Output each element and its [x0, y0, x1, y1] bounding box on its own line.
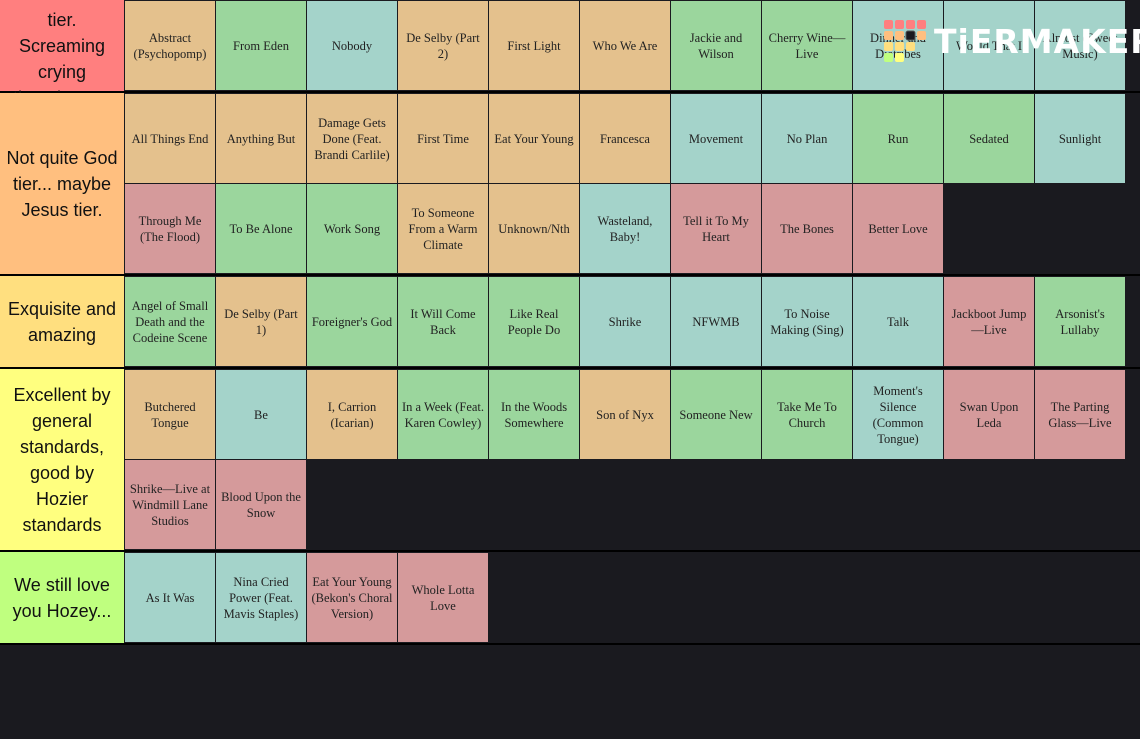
- tier-item[interactable]: Butchered Tongue: [125, 370, 215, 459]
- tier-item[interactable]: Nina Cried Power (Feat. Mavis Staples): [216, 553, 306, 642]
- tier-item[interactable]: The Parting Glass—Live: [1035, 370, 1125, 459]
- tier-item[interactable]: From Eden: [216, 1, 306, 90]
- tier-item[interactable]: Work Song: [307, 184, 397, 273]
- tier-item[interactable]: Son of Nyx: [580, 370, 670, 459]
- tier-item[interactable]: Jackie and Wilson: [671, 1, 761, 90]
- tier-item[interactable]: To Someone From a Warm Climate: [398, 184, 488, 273]
- tier-item[interactable]: Would That I: [944, 1, 1034, 90]
- tier-item[interactable]: Someone New: [671, 370, 761, 459]
- tier-item[interactable]: Sedated: [944, 94, 1034, 183]
- tier-item[interactable]: In the Woods Somewhere: [489, 370, 579, 459]
- tiers: Absolute God tier. Screaming crying thro…: [0, 0, 1140, 645]
- logo: TiERMAKER: [884, 20, 1140, 62]
- tier-item[interactable]: Through Me (The Flood): [125, 184, 215, 273]
- tier-item[interactable]: Shrike: [580, 277, 670, 366]
- tier-item[interactable]: Foreigner's God: [307, 277, 397, 366]
- tier-label: We still love you Hozey...: [0, 552, 124, 643]
- tier-item[interactable]: Movement: [671, 94, 761, 183]
- tier-item[interactable]: Eat Your Young (Bekon's Choral Version): [307, 553, 397, 642]
- tier-items: Angel of Small Death and the Codeine Sce…: [124, 276, 1129, 367]
- tier-item[interactable]: To Noise Making (Sing): [762, 277, 852, 366]
- tier-item[interactable]: No Plan: [762, 94, 852, 183]
- tier-item[interactable]: All Things End: [125, 94, 215, 183]
- tier-row: Absolute God tier. Screaming crying thro…: [0, 0, 1140, 108]
- tier-item[interactable]: In a Week (Feat. Karen Cowley): [398, 370, 488, 459]
- tier-item[interactable]: Cherry Wine—Live: [762, 1, 852, 90]
- tier-item[interactable]: I, Carrion (Icarian): [307, 370, 397, 459]
- tier-row: Excellent by general standards, good by …: [0, 369, 1140, 552]
- tier-item[interactable]: De Selby (Part 2): [398, 1, 488, 90]
- tier-item[interactable]: Unknown/Nth: [489, 184, 579, 273]
- tier-item[interactable]: First Time: [398, 94, 488, 183]
- logo-text: TiERMAKER: [934, 21, 1140, 61]
- tier-item[interactable]: Tell it To My Heart: [671, 184, 761, 273]
- tier-item[interactable]: Whole Lotta Love: [398, 553, 488, 642]
- tier-items: Butchered Tongue Be I, Carrion (Icarian) In…: [124, 369, 1129, 550]
- tier-item[interactable]: Swan Upon Leda: [944, 370, 1034, 459]
- tier-item[interactable]: Damage Gets Done (Feat. Brandi Carlile): [307, 94, 397, 183]
- tier-item[interactable]: Run: [853, 94, 943, 183]
- tier-row: Not quite God tier... maybe Jesus tier. A…: [0, 93, 1140, 276]
- tier-item[interactable]: Take Me To Church: [762, 370, 852, 459]
- tier-item[interactable]: Sunlight: [1035, 94, 1125, 183]
- tier-item[interactable]: As It Was: [125, 553, 215, 642]
- tier-items: Abstract (Psychopomp) From Eden Nobody De S…: [124, 0, 1129, 91]
- tier-item[interactable]: Wasteland, Baby!: [580, 184, 670, 273]
- tier-label: Not quite God tier... maybe Jesus tier.: [0, 93, 124, 274]
- tier-label: Exquisite and amazing: [0, 276, 124, 367]
- tier-item[interactable]: Francesca: [580, 94, 670, 183]
- tier-item[interactable]: Who We Are: [580, 1, 670, 90]
- tier-label: Absolute God tier. Screaming crying thro…: [0, 0, 124, 108]
- tier-item[interactable]: Like Real People Do: [489, 277, 579, 366]
- tier-item[interactable]: Better Love: [853, 184, 943, 273]
- tier-item[interactable]: De Selby (Part 1): [216, 277, 306, 366]
- tier-item[interactable]: Almost (Sweet Music): [1035, 1, 1125, 90]
- tier-item[interactable]: Blood Upon the Snow: [216, 460, 306, 549]
- tier-item[interactable]: Shrike—Live at Windmill Lane Studios: [125, 460, 215, 549]
- logo-icon: [884, 20, 926, 62]
- tier-item[interactable]: Arsonist's Lullaby: [1035, 277, 1125, 366]
- tier-item[interactable]: Be: [216, 370, 306, 459]
- tier-row: We still love you Hozey... As It Was Nina …: [0, 552, 1140, 645]
- tier-items: All Things End Anything But Damage Gets Do…: [124, 93, 1129, 274]
- tier-item[interactable]: Moment's Silence (Common Tongue): [853, 370, 943, 459]
- tier-items: As It Was Nina Cried Power (Feat. Mavis S…: [124, 552, 1129, 643]
- tier-label: Excellent by general standards, good by …: [0, 369, 124, 550]
- tier-item[interactable]: To Be Alone: [216, 184, 306, 273]
- tier-item[interactable]: Nobody: [307, 1, 397, 90]
- tier-item[interactable]: Jackboot Jump—Live: [944, 277, 1034, 366]
- tier-item[interactable]: Anything But: [216, 94, 306, 183]
- tier-item[interactable]: NFWMB: [671, 277, 761, 366]
- tier-item[interactable]: Eat Your Young: [489, 94, 579, 183]
- tier-item[interactable]: Abstract (Psychopomp): [125, 1, 215, 90]
- tier-item[interactable]: The Bones: [762, 184, 852, 273]
- tier-item[interactable]: It Will Come Back: [398, 277, 488, 366]
- tier-item[interactable]: Talk: [853, 277, 943, 366]
- tier-row: Exquisite and amazing Angel of Small Deat…: [0, 276, 1140, 369]
- tier-item[interactable]: First Light: [489, 1, 579, 90]
- tier-item[interactable]: Angel of Small Death and the Codeine Sce…: [125, 277, 215, 366]
